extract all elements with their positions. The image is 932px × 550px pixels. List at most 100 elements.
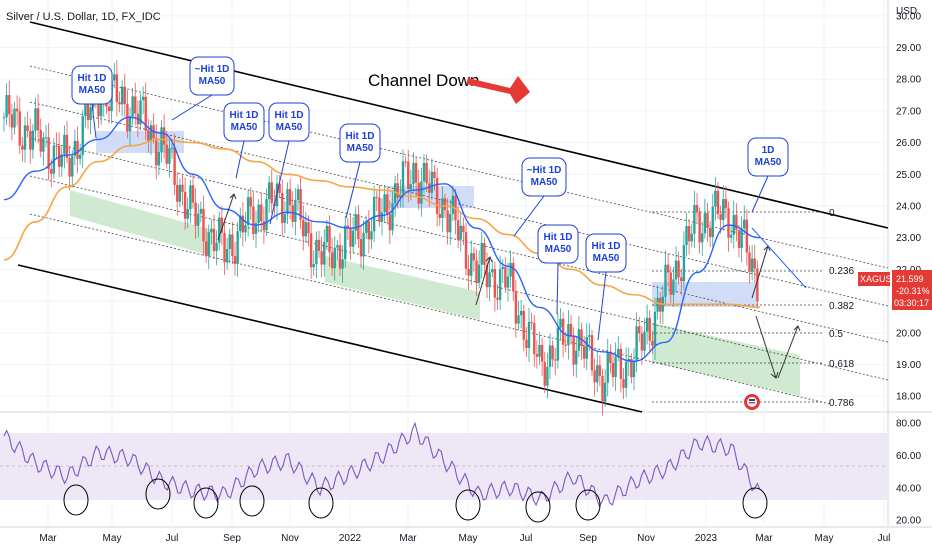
fib-label-0382: 0.382 [829,301,854,312]
candle-body [401,161,405,194]
candle-body [307,222,310,234]
candle-body [422,162,426,182]
candle-body [147,130,150,142]
candle-body [346,225,350,228]
arrow-up-2 [475,256,493,306]
fib-line-top-d [29,175,889,381]
us-flag-event-icon[interactable] [744,394,760,410]
candle-body [393,183,397,204]
callout-text: ~Hit 1D [527,165,562,176]
ma200-line [3,138,761,309]
candle-body [435,178,439,214]
candle-body [325,225,329,243]
candle-body [438,213,441,218]
candle-body [76,140,79,159]
callout-text: MA50 [593,253,620,264]
candle-body [698,212,701,243]
callout-text: MA50 [755,157,782,168]
projection-arrow-down [755,315,779,379]
candle-body [750,258,754,272]
callout-text: Hit 1D [78,73,107,84]
candle-body [561,318,565,345]
candle-body [128,116,132,132]
candle-body [5,95,8,118]
candle-body [569,323,573,336]
price-tag-change: -20.31% [896,286,930,296]
rsi-circle-7 [525,491,551,523]
candle-body [351,230,355,247]
price-tick-label: 19.00 [896,360,921,371]
candle-body [71,155,74,177]
candle-body [10,114,14,128]
candle-body [716,190,720,215]
candle-body [580,329,583,347]
time-axis[interactable]: Mar May Jul Sep Nov 2022 Mar May Jul Sep Nov 2023 Ma… [39,533,890,544]
price-tick-label: 18.00 [896,392,921,403]
candle-body [577,329,581,351]
candle-body [262,221,266,231]
price-tick-label: 28.00 [896,75,921,86]
rsi-line [3,421,761,508]
candle-body [354,214,357,231]
candle-body [63,134,66,155]
candle-body [575,350,578,365]
channel-lines [17,21,889,413]
candle-body [722,199,725,220]
candle-body [653,311,657,346]
callout-text: MA50 [545,244,572,255]
channel-bottom-line[interactable] [17,264,643,413]
rsi-tick-label: 40.00 [896,483,921,494]
candle-body [690,233,693,242]
candle-body [493,269,497,298]
candle-body [711,206,714,237]
candle-body [220,217,224,233]
channel-top-line[interactable] [29,21,889,229]
time-tick-label: Sep [579,533,597,544]
green-zone-2 [325,256,480,320]
rsi-axis[interactable]: 80.00 60.00 40.00 20.00 [896,419,921,527]
rsi-circle-9 [742,487,768,519]
candle-body [701,233,704,243]
price-axis[interactable]: 30.00 29.00 28.00 27.00 26.00 25.00 24.00 23.00… [896,11,921,402]
rsi-circle-2 [145,478,171,510]
projection-arrow-up-2 [777,325,801,379]
candle-body [687,226,691,242]
candle-body [13,108,16,128]
chart-title: Silver / U.S. Dollar, 1D, FX_IDC [6,11,161,23]
candle-body [183,191,187,219]
candle-body [204,241,208,257]
candle-body [617,348,620,357]
callout-text: MA50 [276,122,303,133]
time-tick-label: Nov [637,533,655,544]
candle-body [123,86,126,104]
candle-body [680,277,683,282]
candle-body [669,272,672,295]
candle-body [246,197,250,226]
candle-body [288,189,292,206]
candle-body [606,352,609,383]
candle-body [144,96,147,131]
callout-text: Hit 1D [544,232,573,243]
candle-body [42,137,45,152]
candle-body [682,245,686,282]
fib-line-top-c [29,137,889,343]
candle-body [388,214,392,231]
candle-body [548,345,552,367]
fib-label-0236: 0.236 [829,266,854,277]
callout-text: MA50 [79,85,106,96]
callout-box [521,157,567,197]
candle-body [312,264,315,268]
callout-box [537,224,579,264]
candle-body [522,310,525,340]
